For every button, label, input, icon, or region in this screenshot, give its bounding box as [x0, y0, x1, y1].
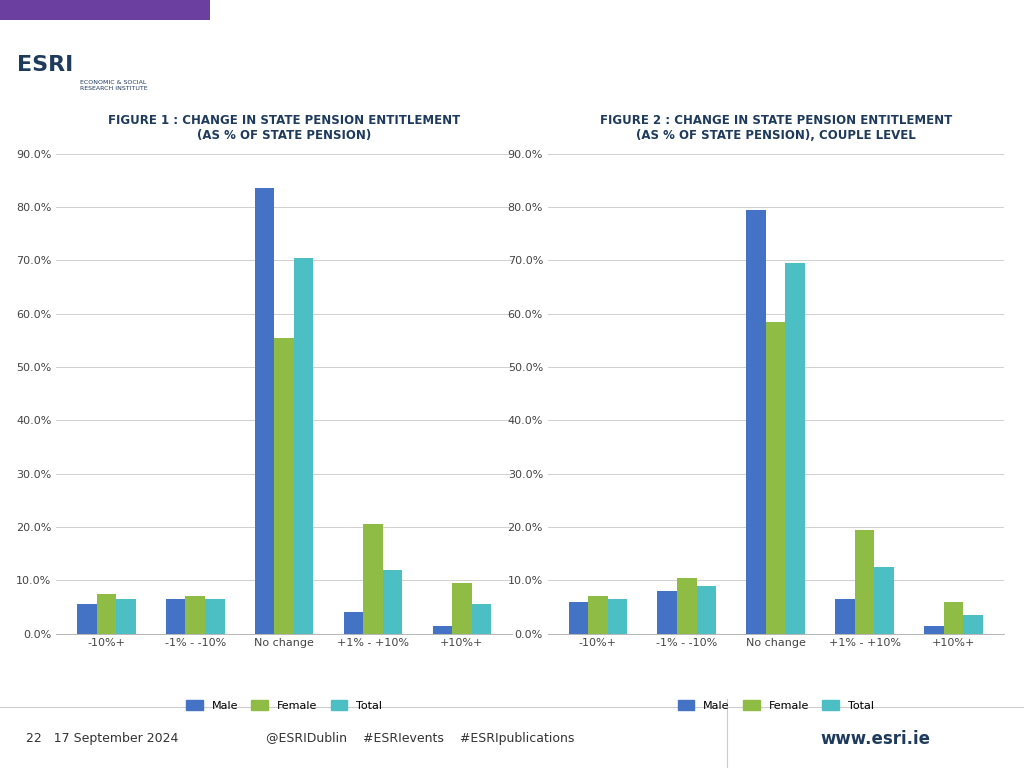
Bar: [657, 591, 677, 634]
Bar: [344, 612, 364, 634]
Text: FIGURE 1 : CHANGE IN STATE PENSION ENTITLEMENT: FIGURE 1 : CHANGE IN STATE PENSION ENTIT…: [109, 114, 460, 127]
Bar: [166, 599, 185, 634]
Bar: [0, 0, 210, 20]
Text: 22   17 September 2024: 22 17 September 2024: [26, 733, 178, 746]
Bar: [432, 626, 453, 634]
Bar: [205, 599, 224, 634]
Bar: [746, 210, 766, 634]
Bar: [96, 594, 116, 634]
Bar: [944, 601, 964, 634]
Bar: [383, 570, 402, 634]
Bar: [874, 567, 894, 634]
Bar: [696, 586, 716, 634]
Bar: [472, 604, 492, 634]
Text: FIGURE 2 : CHANGE IN STATE PENSION ENTITLEMENT: FIGURE 2 : CHANGE IN STATE PENSION ENTIT…: [600, 114, 951, 127]
Bar: [785, 263, 805, 634]
Text: ESRI: ESRI: [16, 55, 73, 74]
Bar: [116, 599, 136, 634]
Bar: [964, 615, 983, 634]
Bar: [453, 583, 472, 634]
Bar: [766, 322, 785, 634]
Text: (AS % OF STATE PENSION): (AS % OF STATE PENSION): [197, 129, 372, 142]
Bar: [255, 188, 274, 634]
Text: www.esri.ie: www.esri.ie: [820, 730, 931, 748]
Bar: [607, 599, 628, 634]
Legend: Male, Female, Total: Male, Female, Total: [674, 697, 878, 714]
Bar: [677, 578, 696, 634]
Bar: [364, 525, 383, 634]
Bar: [855, 530, 874, 634]
Text: Impact on pension entitlement by gender: Impact on pension entitlement by gender: [236, 40, 1024, 83]
Bar: [274, 338, 294, 634]
Bar: [185, 596, 205, 634]
Text: (AS % OF STATE PENSION), COUPLE LEVEL: (AS % OF STATE PENSION), COUPLE LEVEL: [636, 129, 915, 142]
Text: ECONOMIC & SOCIAL
RESEARCH INSTITUTE: ECONOMIC & SOCIAL RESEARCH INSTITUTE: [80, 80, 147, 91]
Bar: [924, 626, 944, 634]
Text: @ESRIDublin    #ESRIevents    #ESRIpublications: @ESRIDublin #ESRIevents #ESRIpublication…: [265, 733, 574, 746]
Legend: Male, Female, Total: Male, Female, Total: [182, 697, 386, 714]
Bar: [77, 604, 96, 634]
Bar: [588, 596, 607, 634]
Bar: [294, 257, 313, 634]
Bar: [836, 599, 855, 634]
Bar: [568, 601, 588, 634]
